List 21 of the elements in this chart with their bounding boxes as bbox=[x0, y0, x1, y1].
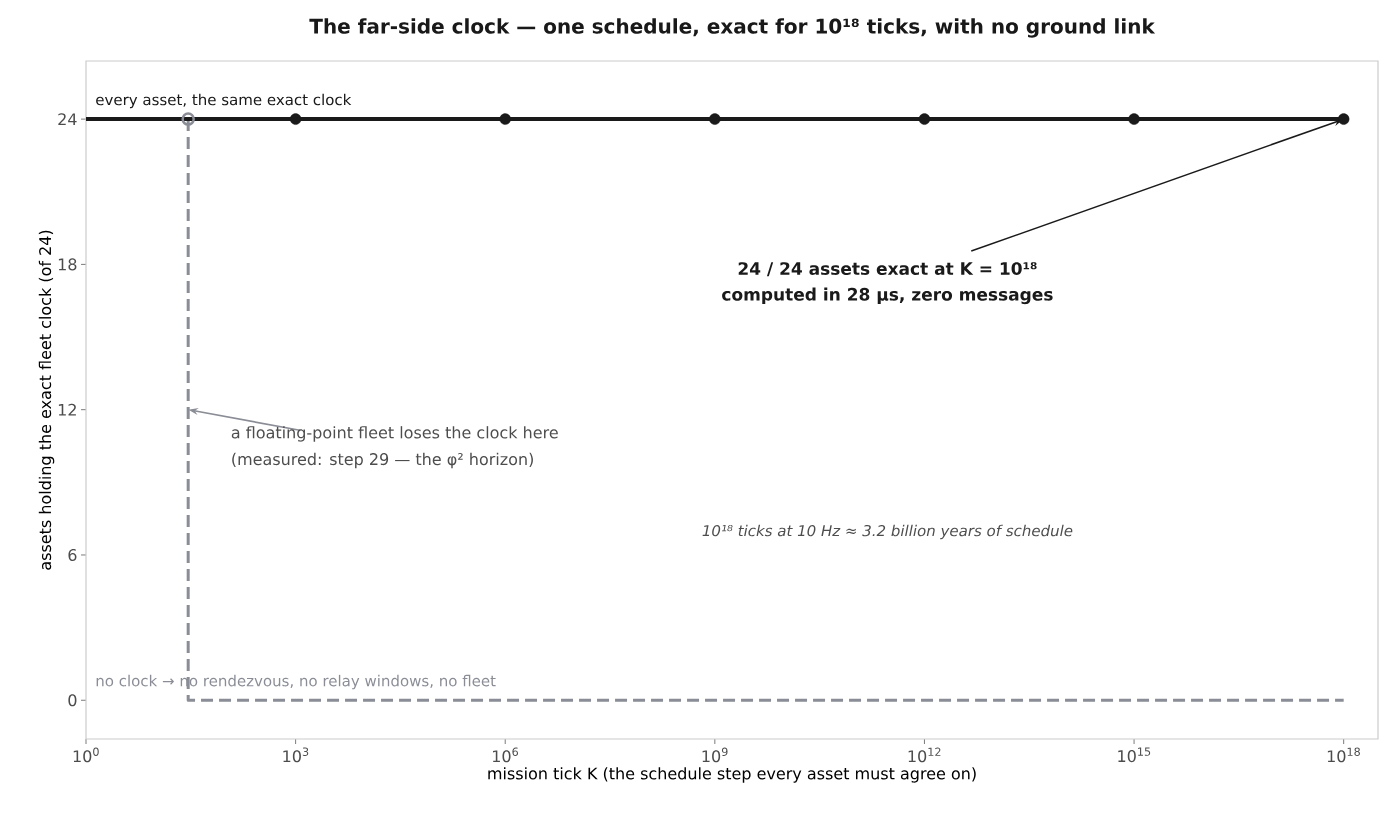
annotation: a floating-point fleet loses the clock here bbox=[231, 426, 558, 442]
x-axis-title: mission tick K (the schedule step every asset must agree on) bbox=[488, 767, 976, 783]
chart-title: The far-side clock — one schedule, exact for 10¹⁸ ticks, with no ground link bbox=[309, 18, 1156, 38]
y-tick-label: 6 bbox=[68, 548, 77, 562]
annotation: (measured: step 29 — the φ² horizon) bbox=[232, 452, 533, 469]
x-tick-label: 10$^{6}$ bbox=[493, 747, 519, 763]
y-axis-title: assets holding the exact fleet clock (of 24) bbox=[38, 230, 55, 570]
y-tick-label: 18 bbox=[58, 258, 77, 271]
y-tick-label: 12 bbox=[58, 403, 76, 416]
y-tick-label: 24 bbox=[58, 113, 77, 126]
x-tick-label: 10$^{18}$ bbox=[1327, 747, 1360, 763]
x-tick-label: 10$^{9}$ bbox=[702, 747, 728, 763]
annotation: computed in 28 μs, zero messages bbox=[722, 287, 1053, 305]
x-tick-label: 10$^{12}$ bbox=[908, 747, 941, 763]
x-tick-label: 10$^{15}$ bbox=[1118, 747, 1151, 763]
annotation: every asset, the same exact clock bbox=[96, 93, 352, 109]
x-tick-label: 10$^{0}$ bbox=[73, 747, 99, 763]
x-tick-label: 10$^{3}$ bbox=[283, 747, 309, 763]
annotation: 24 / 24 assets exact at K = 10¹⁸ bbox=[738, 262, 1037, 277]
y-tick-label: 0 bbox=[68, 694, 77, 707]
annotation: 10¹⁸ ticks at 10 Hz ≈ 3.2 billion years of schedule bbox=[702, 524, 1073, 540]
